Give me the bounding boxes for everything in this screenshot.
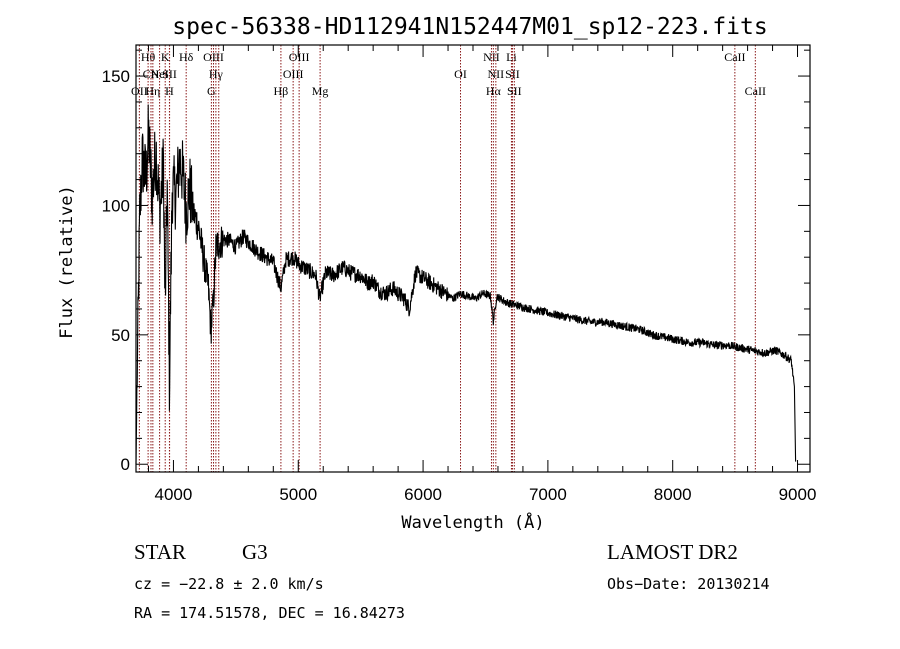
spectral-line-label: Hα — [486, 84, 502, 98]
spectral-line-label: SII — [162, 67, 177, 81]
x-tick-label: 9000 — [779, 485, 817, 504]
x-tick-label: 7000 — [529, 485, 567, 504]
spectral-line-label: SII — [507, 84, 522, 98]
spectral-line-label: CN — [143, 67, 160, 81]
x-tick-label: 5000 — [279, 485, 317, 504]
spectral-line-label: HeI — [151, 67, 169, 81]
spectral-line-label: Hγ — [209, 67, 224, 81]
spectral-line-label: Hθ — [141, 50, 156, 64]
spectral-line-label: OIII — [283, 67, 304, 81]
observation-date: Obs−Date: 20130214 — [607, 575, 770, 593]
spectral-line-label: OII — [131, 84, 148, 98]
spectral-line-label: OI — [454, 67, 467, 81]
spectral-line-label: OIII — [289, 50, 310, 64]
x-axis-label: Wavelength (Å) — [401, 511, 544, 533]
spectral-line-label: OIII — [203, 50, 224, 64]
spectral-line-label: SII — [505, 67, 520, 81]
y-tick-label: 0 — [121, 455, 130, 474]
coordinates: RA = 174.51578, DEC = 16.84273 — [134, 604, 405, 622]
spectral-line-label: Hβ — [274, 84, 289, 98]
spectral-line-label: CaII — [724, 50, 745, 64]
chart-title: spec-56338-HD112941N152447M01_sp12-223.f… — [172, 14, 767, 40]
axis-ticks: 4000 5000 6000 7000 8000 9000 0 50 100 150 — [102, 45, 817, 504]
x-tick-label: 4000 — [155, 485, 193, 504]
survey-name: LAMOST DR2 — [607, 540, 738, 564]
object-class: STAR — [134, 540, 186, 564]
spectral-line-label: Hη — [145, 84, 160, 98]
y-tick-label: 150 — [102, 67, 130, 86]
spectral-line-label: Hδ — [179, 50, 194, 64]
y-tick-label: 50 — [111, 326, 130, 345]
spectral-line-label: CaII — [745, 84, 766, 98]
y-tick-label: 100 — [102, 196, 130, 215]
spectral-line-markers: OII Hθ CN Hη HeI K SII H Hδ G OIII Hγ Hβ OIII OIII Mg OI… — [131, 45, 766, 472]
spectral-line-label: G — [207, 84, 216, 98]
plot-frame — [135, 44, 811, 473]
y-axis-label: Flux (relative) — [57, 185, 77, 339]
x-tick-label: 8000 — [654, 485, 692, 504]
spectral-line-label: K — [161, 50, 170, 64]
spectral-line-label: H — [165, 84, 174, 98]
spectrum-line — [135, 104, 797, 465]
object-subclass: G3 — [242, 540, 268, 564]
spectral-line-label: NII — [483, 50, 500, 64]
spectral-line-label: NII — [488, 67, 505, 81]
spectral-line-label: Mg — [312, 84, 329, 98]
x-tick-label: 6000 — [404, 485, 442, 504]
spectral-line-label: Li — [506, 50, 517, 64]
redshift-velocity: cz = −22.8 ± 2.0 km/s — [134, 575, 324, 593]
